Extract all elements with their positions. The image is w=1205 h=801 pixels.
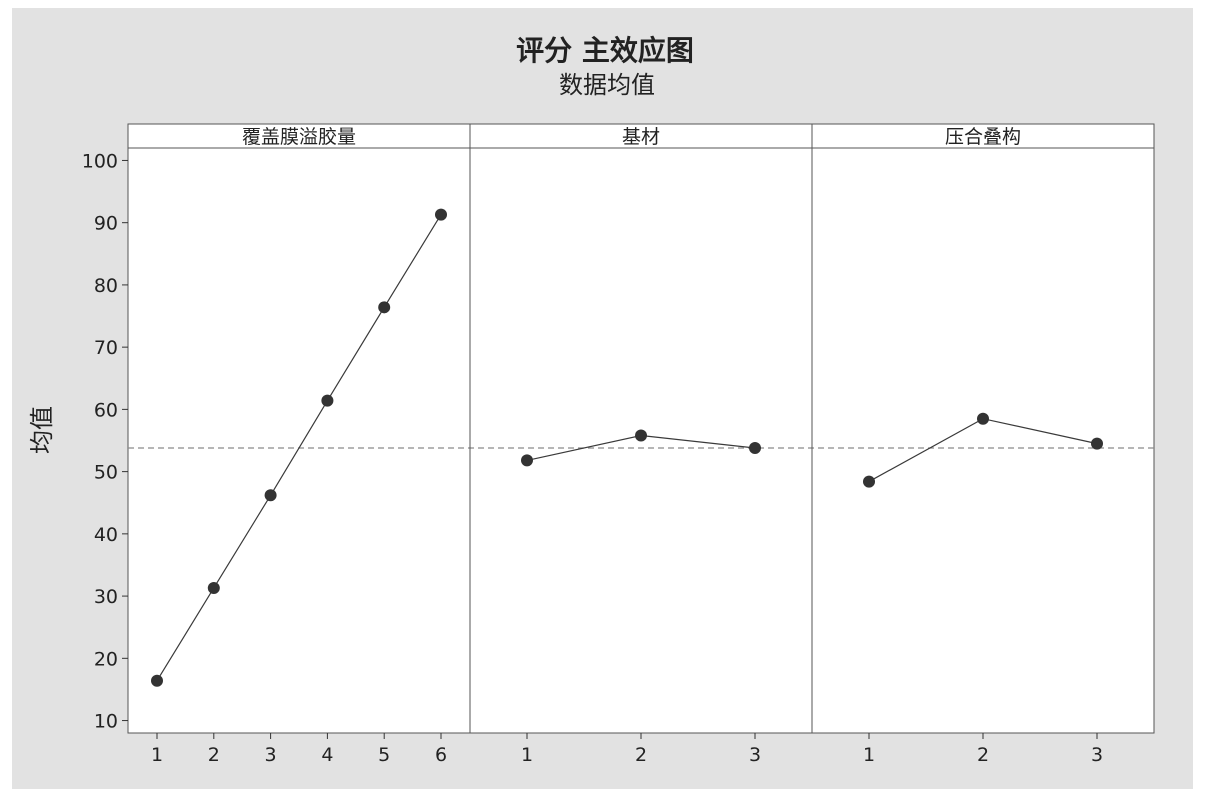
x-tick-label: 3 <box>265 744 277 766</box>
plot-layer: 10 20 30 40 50 60 70 80 90 100 覆盖膜溢胶量 1 2 3 4 5 6 基材 1 2 3 压合… <box>82 123 1155 766</box>
data-point <box>264 489 277 502</box>
panel-header-label: 基材 <box>622 126 660 148</box>
x-tick-label: 2 <box>977 744 989 766</box>
y-tick-label: 70 <box>94 337 118 359</box>
y-tick-label: 10 <box>94 711 118 733</box>
data-point <box>635 429 647 442</box>
x-tick-label: 4 <box>321 744 333 766</box>
x-tick-label: 1 <box>151 744 163 766</box>
y-tick-label: 80 <box>94 275 118 297</box>
data-point <box>321 394 334 407</box>
data-point <box>435 208 447 221</box>
data-point <box>378 301 391 314</box>
y-tick-label: 30 <box>94 586 118 608</box>
x-tick-label: 5 <box>378 744 390 766</box>
y-axis-label: 均值 <box>28 406 56 454</box>
data-point <box>521 454 533 467</box>
x-tick-label: 6 <box>435 744 447 766</box>
plot-frame <box>127 123 1155 734</box>
data-point <box>977 412 989 425</box>
data-point <box>1091 437 1103 450</box>
chart-title: 评分 主效应图 <box>516 34 694 67</box>
x-tick-label: 1 <box>863 744 875 766</box>
panel-header-label: 压合叠构 <box>945 126 1021 148</box>
y-tick-label: 60 <box>94 399 118 421</box>
y-tick-label: 50 <box>94 462 118 484</box>
data-point <box>749 441 761 454</box>
y-tick-label: 40 <box>94 524 118 546</box>
x-tick-label: 2 <box>635 744 647 766</box>
x-tick-label: 3 <box>1091 744 1103 766</box>
y-tick-label: 100 <box>82 150 118 172</box>
data-point <box>207 581 220 594</box>
panel-header-label: 覆盖膜溢胶量 <box>242 126 356 148</box>
y-tick-label: 20 <box>94 648 118 670</box>
data-point <box>151 674 163 687</box>
x-tick-label: 2 <box>208 744 220 766</box>
y-tick-label: 90 <box>94 213 118 235</box>
data-point <box>863 475 875 488</box>
series-line <box>156 214 442 682</box>
x-tick-label: 1 <box>521 744 533 766</box>
chart-subtitle: 数据均值 <box>559 71 655 99</box>
x-tick-label: 3 <box>749 744 761 766</box>
